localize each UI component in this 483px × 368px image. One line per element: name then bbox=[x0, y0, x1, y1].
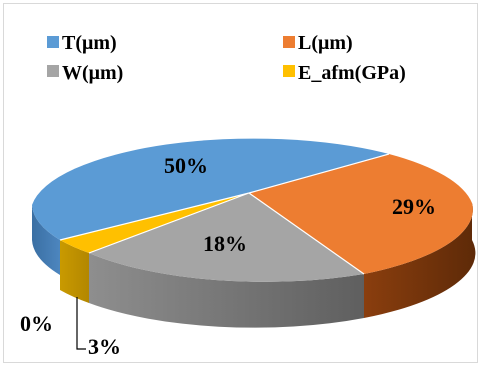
data-label-t: 50% bbox=[164, 153, 208, 178]
side-wall-orange bbox=[364, 203, 476, 318]
slice-w bbox=[89, 193, 364, 282]
legend: T(μm) L(μm) W(μm) E_afm(GPa) bbox=[47, 32, 406, 84]
legend-swatch-w bbox=[47, 65, 59, 77]
side-wall-blue bbox=[32, 205, 60, 275]
legend-label-l: L(μm) bbox=[298, 32, 353, 54]
data-label-zero: 0% bbox=[20, 311, 53, 336]
data-label-l: 29% bbox=[392, 194, 436, 219]
slice-t bbox=[32, 138, 389, 240]
slice-l bbox=[249, 154, 473, 274]
leader-line-e bbox=[76, 297, 86, 350]
legend-swatch-t bbox=[47, 36, 59, 48]
legend-label-w: W(μm) bbox=[62, 62, 123, 84]
pie-sides bbox=[32, 203, 476, 328]
legend-label-t: T(μm) bbox=[62, 32, 117, 54]
data-label-e: 3% bbox=[88, 334, 121, 359]
data-label-w: 18% bbox=[203, 231, 247, 256]
side-wall-yellow bbox=[60, 240, 89, 303]
legend-label-e: E_afm(GPa) bbox=[298, 62, 406, 84]
side-wall-gray bbox=[89, 253, 364, 328]
slice-separators bbox=[59, 153, 390, 275]
legend-swatch-e bbox=[283, 65, 295, 77]
pie-top bbox=[32, 138, 473, 282]
data-labels: 50% 29% 18% 0% 3% bbox=[20, 153, 436, 359]
legend-swatch-l bbox=[283, 36, 295, 48]
slice-e bbox=[60, 193, 249, 253]
